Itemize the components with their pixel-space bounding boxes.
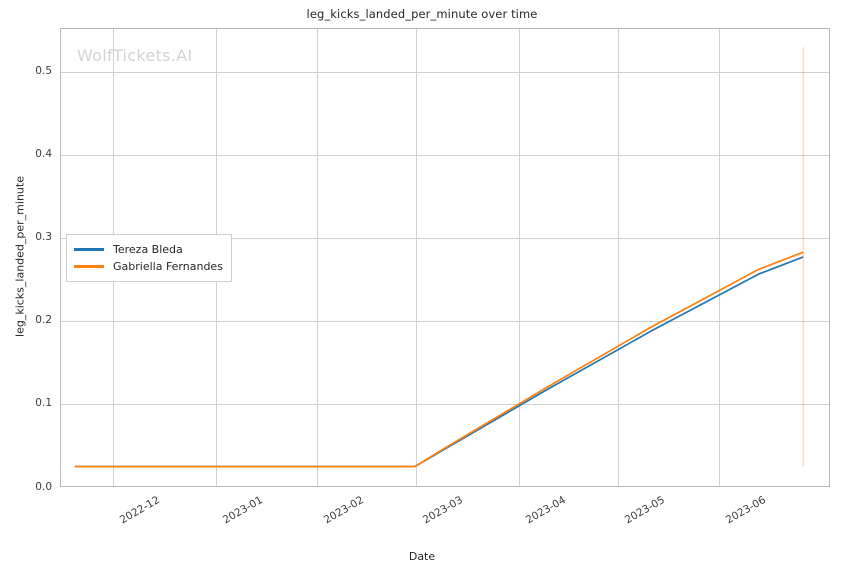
x-axis-label: Date [408, 550, 436, 563]
legend-item[interactable]: Gabriella Fernandes [74, 258, 223, 275]
gridline-vertical [618, 29, 619, 486]
legend-label: Gabriella Fernandes [113, 260, 223, 273]
y-axis-tick-labels: 0.0 0.1 0.2 0.3 0.4 0.5 [0, 0, 52, 575]
x-tick-label: 2023-01 [220, 494, 265, 527]
x-tick-label: 2023-03 [420, 494, 465, 527]
gridline-vertical [317, 29, 318, 486]
gridline-vertical [719, 29, 720, 486]
chart-title: leg_kicks_landed_per_minute over time [306, 7, 538, 21]
y-tick-label: 0.5 [35, 65, 52, 77]
x-tick-label: 2023-06 [723, 494, 768, 527]
gridline-vertical [519, 29, 520, 486]
legend-item[interactable]: Tereza Bleda [74, 241, 223, 258]
x-tick-label: 2023-02 [321, 494, 366, 527]
legend-label: Tereza Bleda [113, 243, 183, 256]
gridline-horizontal [61, 72, 829, 73]
y-tick-label: 0.3 [35, 231, 52, 243]
series-line-tereza-bleda [74, 256, 804, 468]
gridline-vertical [416, 29, 417, 486]
series-canvas [74, 47, 804, 468]
y-tick-label: 0.2 [35, 314, 52, 326]
y-axis-label: leg_kicks_landed_per_minute [13, 176, 27, 337]
watermark: WolfTickets.AI [77, 46, 193, 65]
x-tick-label: 2023-04 [523, 494, 568, 527]
legend-color-swatch [74, 265, 104, 268]
x-tick-label: 2023-05 [622, 494, 667, 527]
y-tick-label: 0.1 [35, 397, 52, 409]
series-line-gabriella-fernandes [74, 251, 804, 468]
plot-area: WolfTickets.AI [60, 28, 830, 487]
gridline-horizontal [61, 238, 829, 239]
y-tick-label: 0.4 [35, 148, 52, 160]
chart-legend: Tereza Bleda Gabriella Fernandes [66, 234, 232, 282]
x-axis-tick-labels: 2022-12 2023-01 2023-02 2023-03 2023-04 … [0, 494, 844, 554]
legend-color-swatch [74, 248, 104, 251]
gridline-horizontal [61, 404, 829, 405]
y-tick-label: 0.0 [35, 481, 52, 493]
gridline-horizontal [61, 321, 829, 322]
x-tick-label: 2022-12 [117, 494, 162, 527]
gridline-horizontal [61, 155, 829, 156]
